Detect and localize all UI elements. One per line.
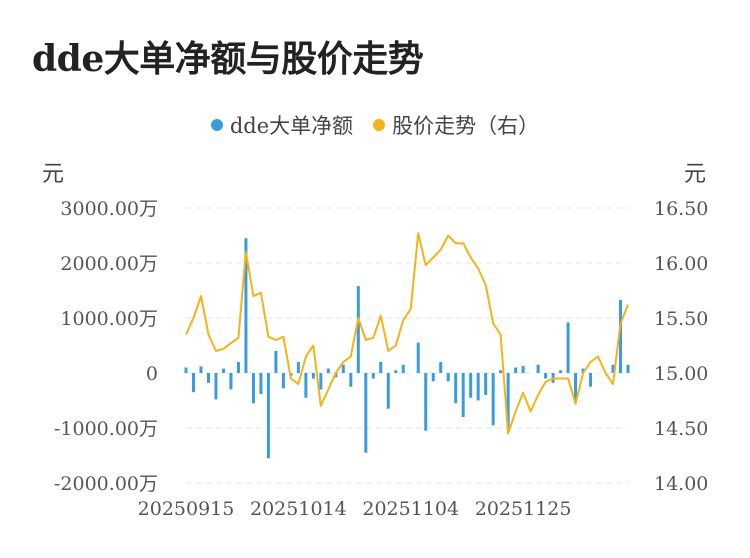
dde-bar xyxy=(259,373,263,394)
chart-legend: dde大单净额 股价走势（右） xyxy=(0,110,750,140)
dde-bar xyxy=(476,373,480,401)
dde-bar xyxy=(626,364,630,373)
dde-bar xyxy=(544,373,548,379)
dde-bar xyxy=(439,362,443,373)
dde-bar xyxy=(356,286,360,373)
dde-bar xyxy=(611,364,615,373)
dde-bar xyxy=(379,362,383,373)
dde-bar xyxy=(184,367,188,373)
dde-bar xyxy=(559,370,563,373)
dde-bar xyxy=(461,373,465,417)
dde-bar xyxy=(491,373,495,426)
legend-label-price: 股价走势（右） xyxy=(392,114,540,138)
right-tick-label: 16.50 xyxy=(654,198,708,220)
x-tick-label: 20250915 xyxy=(138,498,235,520)
right-tick-label: 15.50 xyxy=(654,308,708,330)
dde-bar xyxy=(589,373,593,387)
x-tick-label: 20251014 xyxy=(250,498,347,520)
dde-bar xyxy=(311,373,315,379)
dde-bar xyxy=(521,365,525,373)
left-tick-label: 3000.00万 xyxy=(60,198,158,220)
dde-bar xyxy=(469,373,473,398)
dde-bar xyxy=(341,364,345,373)
dde-bar xyxy=(424,373,428,431)
legend-line-swatch-icon xyxy=(373,119,386,131)
dde-bar xyxy=(581,368,585,373)
dde-bar xyxy=(431,373,435,382)
x-tick-label: 20251125 xyxy=(475,498,572,520)
dde-bar xyxy=(266,373,270,459)
dde-bar xyxy=(206,373,210,383)
dde-bar xyxy=(326,368,330,373)
dde-bar xyxy=(484,373,488,395)
left-axis-unit: 元 xyxy=(42,162,65,187)
dde-bar xyxy=(199,366,203,373)
dde-bar xyxy=(619,299,623,373)
dde-bar xyxy=(536,364,540,373)
dde-bar xyxy=(416,342,420,373)
dde-bar xyxy=(506,373,510,428)
dde-bar xyxy=(499,370,503,373)
dde-bar xyxy=(371,373,375,379)
left-tick-label: -1000.00万 xyxy=(54,418,158,440)
dde-bar xyxy=(191,373,195,393)
right-tick-label: 16.00 xyxy=(654,253,708,275)
dde-bar xyxy=(304,373,308,398)
legend-item-price[interactable]: 股价走势（右） xyxy=(373,110,539,140)
left-tick-label: -2000.00万 xyxy=(54,473,158,495)
legend-item-dde[interactable]: dde大单净额 xyxy=(210,110,354,140)
dde-bar xyxy=(446,373,450,382)
dde-bar xyxy=(514,367,518,373)
dde-bar xyxy=(296,362,300,373)
right-tick-label: 14.00 xyxy=(654,473,708,495)
right-tick-label: 15.00 xyxy=(654,363,708,385)
x-tick-label: 20251104 xyxy=(362,498,459,520)
right-axis-unit: 元 xyxy=(684,162,707,187)
dde-bar xyxy=(214,373,218,400)
dde-bar xyxy=(566,322,570,373)
dde-bar xyxy=(349,373,353,387)
page-title: dde大单净额与股价走势 xyxy=(32,38,424,80)
legend-label-dde: dde大单净额 xyxy=(229,114,354,138)
left-tick-label: 2000.00万 xyxy=(60,253,158,275)
legend-bar-swatch-icon xyxy=(210,119,223,131)
dde-bar xyxy=(574,373,578,401)
dde-bar xyxy=(236,362,240,373)
dde-bar xyxy=(319,373,323,390)
left-tick-label: 1000.00万 xyxy=(60,308,158,330)
dde-bar xyxy=(244,238,248,373)
price-line xyxy=(185,232,629,435)
dde-bar xyxy=(394,370,398,373)
dde-bar xyxy=(401,364,405,373)
dde-bar xyxy=(364,373,368,453)
dde-bar xyxy=(221,368,225,373)
dde-bar xyxy=(281,373,285,389)
dde-bar xyxy=(229,373,233,390)
dde-bar xyxy=(274,351,278,373)
dde-bar xyxy=(386,373,390,409)
left-tick-label: 0 xyxy=(146,363,158,385)
right-tick-label: 14.50 xyxy=(654,418,708,440)
dde-bar xyxy=(251,373,255,404)
dde-bar xyxy=(454,373,458,404)
